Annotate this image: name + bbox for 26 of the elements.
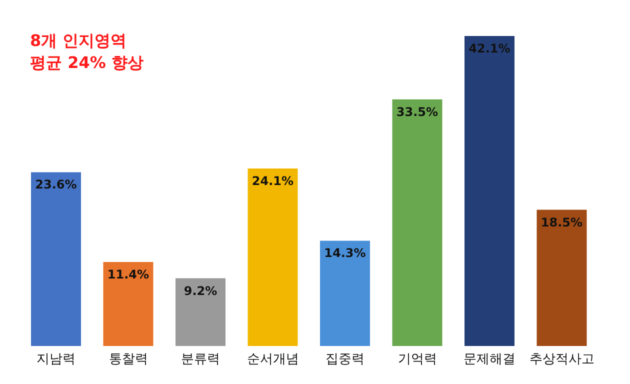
data-label: 24.1% bbox=[252, 174, 294, 188]
bar bbox=[536, 210, 587, 346]
x-tick-label: 추상적사고 bbox=[529, 352, 594, 368]
x-tick-label: 집중력 bbox=[326, 352, 365, 368]
bar bbox=[464, 36, 514, 346]
x-tick-label: 통찰력 bbox=[108, 352, 148, 368]
data-label: 42.1% bbox=[468, 42, 510, 56]
x-tick-label: 지남력 bbox=[36, 352, 76, 368]
bar bbox=[392, 99, 442, 346]
x-tick-label: 문제해결 bbox=[464, 352, 516, 368]
bar bbox=[248, 168, 298, 346]
data-label: 9.2% bbox=[184, 284, 218, 298]
bar bbox=[103, 262, 154, 346]
bar bbox=[176, 278, 226, 346]
data-label: 18.5% bbox=[540, 215, 583, 230]
data-label: 14.3% bbox=[324, 246, 366, 260]
text: 평균 24% 향상 bbox=[30, 52, 144, 74]
bar bbox=[320, 240, 370, 346]
chart-title: 8개 인지영역 bbox=[30, 30, 128, 52]
x-tick-label: 기억력 bbox=[398, 352, 437, 368]
bar bbox=[31, 172, 81, 346]
data-label: 23.6% bbox=[35, 178, 77, 192]
x-tick-label: 순서개념 bbox=[246, 352, 299, 368]
x-tick-label: 분류력 bbox=[181, 352, 220, 368]
data-label: 11.4% bbox=[107, 268, 150, 282]
data-label: 33.5% bbox=[396, 104, 438, 119]
